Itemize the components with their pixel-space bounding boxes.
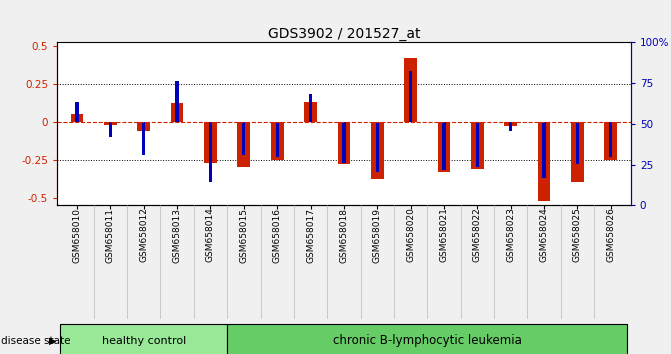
Text: disease state: disease state	[1, 336, 70, 346]
Text: GSM658026: GSM658026	[606, 207, 615, 262]
Text: GSM658016: GSM658016	[272, 207, 282, 263]
Text: GSM658020: GSM658020	[406, 207, 415, 262]
Bar	[238, 122, 250, 167]
Bar	[175, 80, 178, 122]
Bar	[104, 122, 117, 125]
Bar	[505, 122, 517, 126]
Bar	[171, 103, 183, 122]
Text: GSM658015: GSM658015	[240, 207, 248, 263]
Text: GSM658025: GSM658025	[573, 207, 582, 262]
Bar	[437, 122, 450, 172]
Text: GSM658012: GSM658012	[140, 207, 148, 262]
Bar	[605, 122, 617, 160]
Bar	[271, 122, 284, 160]
Title: GDS3902 / 201527_at: GDS3902 / 201527_at	[268, 28, 420, 41]
Bar	[338, 122, 350, 164]
Text: ▶: ▶	[49, 336, 56, 346]
Text: GSM658010: GSM658010	[72, 207, 82, 263]
Bar	[409, 72, 412, 122]
Text: GSM658022: GSM658022	[473, 207, 482, 262]
Text: GSM658017: GSM658017	[306, 207, 315, 263]
Bar	[142, 122, 146, 155]
Bar	[442, 122, 446, 170]
Text: GSM658014: GSM658014	[206, 207, 215, 262]
Text: GSM658011: GSM658011	[106, 207, 115, 263]
Bar	[209, 122, 212, 183]
Bar	[109, 122, 112, 137]
Bar	[309, 94, 312, 122]
Text: chronic B-lymphocytic leukemia: chronic B-lymphocytic leukemia	[333, 334, 522, 347]
Bar	[609, 122, 613, 156]
Text: GSM658019: GSM658019	[373, 207, 382, 263]
Bar	[571, 122, 584, 183]
Bar	[70, 114, 83, 122]
Bar	[576, 122, 579, 164]
Bar	[138, 122, 150, 131]
Bar	[276, 122, 279, 156]
Text: GSM658024: GSM658024	[539, 207, 548, 262]
Bar	[227, 324, 627, 354]
Bar	[404, 58, 417, 122]
Bar	[376, 122, 379, 172]
Bar	[542, 122, 546, 178]
Bar	[509, 122, 513, 131]
Bar	[242, 122, 246, 155]
Bar	[75, 102, 79, 122]
Bar	[476, 122, 479, 167]
Text: GSM658021: GSM658021	[440, 207, 448, 262]
Bar	[304, 102, 317, 122]
Text: healthy control: healthy control	[101, 336, 186, 346]
Bar	[342, 122, 346, 163]
Bar	[471, 122, 484, 169]
Bar	[371, 122, 384, 179]
Bar	[204, 122, 217, 163]
Bar	[537, 122, 550, 201]
Text: GSM658013: GSM658013	[172, 207, 182, 263]
Bar	[60, 324, 227, 354]
Text: GSM658018: GSM658018	[340, 207, 348, 263]
Text: GSM658023: GSM658023	[506, 207, 515, 262]
